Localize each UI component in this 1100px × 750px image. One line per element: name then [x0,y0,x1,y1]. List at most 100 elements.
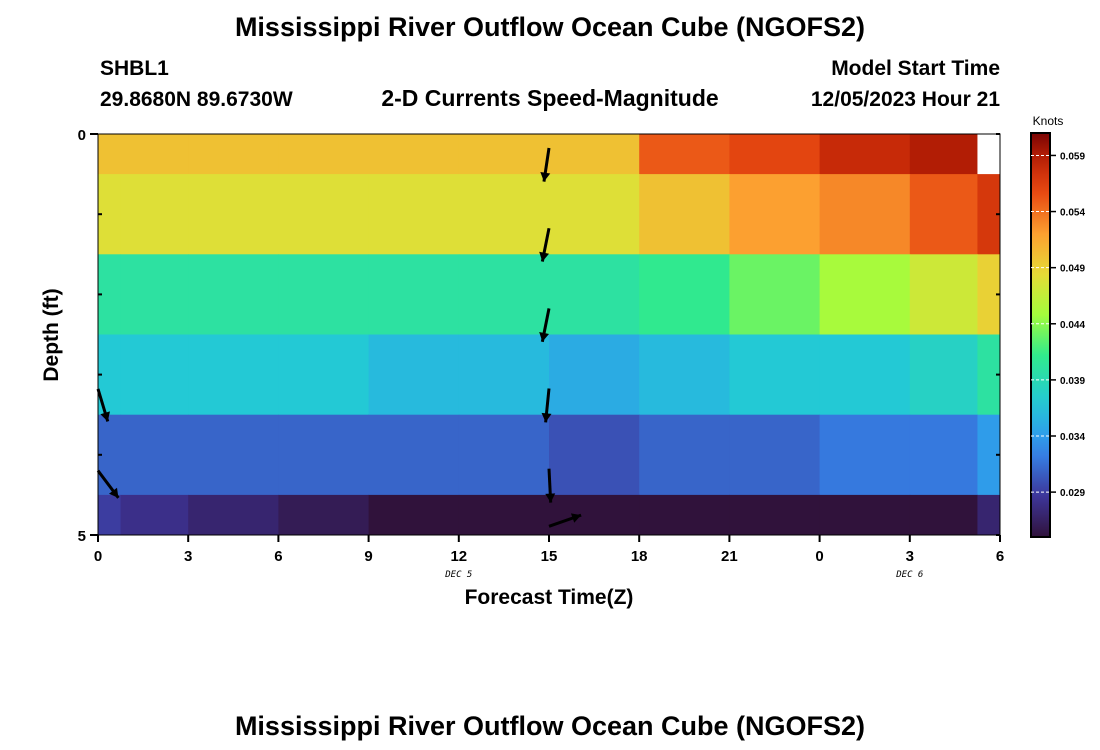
heatmap-cell [368,174,460,255]
heatmap-cell [120,254,189,335]
x-tick-label: 0 [815,548,823,565]
current-vector-arrow [540,147,551,182]
heatmap-cell [909,254,978,335]
heatmap-cell [98,254,122,335]
heatmap-cell [188,494,279,536]
model-start-label: Model Start Time [831,57,1000,80]
heatmap-cell [909,494,978,536]
model-start-value: 12/05/2023 Hour 21 [811,88,1000,111]
y-axis: 05 [78,127,1000,545]
y-tick-label: 0 [78,127,86,144]
heatmap-cell [977,414,1001,496]
heatmap-cell [188,414,279,496]
heatmap-cell [458,134,550,175]
x-axis: 0 3 6 9 12 15 18 21 0 3 6 DEC 5 DEC 6 [94,535,1004,580]
footer-title: Mississippi River Outflow Ocean Cube (NG… [235,711,865,741]
colorbar [1030,132,1051,538]
x-tick-label: 9 [364,548,372,565]
heatmap-cell [368,254,460,335]
heatmap-cell [819,494,911,536]
heatmap-cell [458,414,550,496]
heatmap-cell [639,334,730,416]
heatmap-cell [278,254,370,335]
colorbar-ticks: 0.059 0.054 0.049 0.044 0.039 0.034 0.029 [1031,151,1085,499]
colorbar-tick-label: 0.044 [1060,320,1085,331]
x-tick-label: 0 [94,548,102,565]
heatmap-cell [729,134,821,175]
x-tick-label: 18 [631,548,648,565]
heatmap-cell [909,414,978,496]
colorbar-tick-label: 0.049 [1060,264,1085,275]
heatmap-cell [549,334,640,416]
current-vector-arrow [96,388,110,422]
heatmap-cell [120,334,189,416]
heatmap-cell [819,414,911,496]
heatmap-cell [729,254,821,335]
current-vector-arrow [545,468,556,503]
heatmap-cell [368,414,460,496]
heatmap-cell [549,494,640,536]
heatmap-cell [278,334,370,416]
heatmap-cell [458,254,550,335]
x-axis-label: Forecast Time(Z) [465,586,634,609]
current-vector-arrow [539,227,551,262]
heatmap-cell [368,494,460,536]
colorbar-tick-label: 0.059 [1060,151,1085,162]
heatmap-cell [98,414,122,496]
heatmap-cell [188,174,279,255]
heatmap-cell [549,254,640,335]
heatmap-cell [98,134,122,175]
heatmap-cell [977,494,1001,536]
heatmap-cell [120,134,189,175]
heatmap-cell [639,134,730,175]
heatmap-cell [368,334,460,416]
station-id: SHBL1 [100,57,169,80]
x-day-label: DEC 5 [444,570,472,580]
y-axis-label: Depth (ft) [40,288,63,381]
heatmap-cell [98,494,122,536]
heatmap-cell [639,494,730,536]
heatmap-cell [458,334,550,416]
y-tick-label: 5 [78,528,86,545]
x-tick-label: 15 [541,548,558,565]
heatmap-cell [819,174,911,255]
colorbar-tick-label: 0.054 [1060,208,1085,219]
chart-subtitle: 2-D Currents Speed-Magnitude [381,85,718,111]
colorbar-tick-label: 0.039 [1060,376,1085,387]
heatmap-cell [977,174,1001,255]
x-tick-label: 3 [184,548,192,565]
heatmap-cell [120,414,189,496]
x-day-label: DEC 6 [895,570,923,580]
current-vector-arrow [539,308,551,343]
heatmap-cell [819,134,911,175]
heatmap-cell [977,254,1001,335]
heatmap-cell [120,494,189,536]
station-coords: 29.8680N 89.6730W [100,88,293,111]
colorbar-unit: Knots [1033,114,1064,128]
heatmap-cell [458,494,550,536]
heatmap-cell [278,414,370,496]
heatmap-cell [188,134,279,175]
heatmap-cell [549,134,640,175]
x-tick-label: 3 [906,548,914,565]
x-tick-label: 12 [450,548,467,565]
heatmap-cell [729,334,821,416]
page-title: Mississippi River Outflow Ocean Cube (NG… [235,12,865,42]
heatmap-cells [98,134,1001,536]
current-vector-arrow [548,513,582,528]
heatmap-cell [368,134,460,175]
colorbar-tick-label: 0.029 [1060,488,1085,499]
heatmap-cell [278,174,370,255]
heatmap-cell [909,174,978,255]
heatmap-cell [909,134,978,175]
heatmap-cell [977,334,1001,416]
current-vectors [96,147,582,528]
heatmap-cell [909,334,978,416]
colorbar-tick-label: 0.034 [1060,432,1085,443]
heatmap-cell [639,254,730,335]
heatmap-cell [977,134,1001,175]
heatmap-cell [819,334,911,416]
heatmap-cell [819,254,911,335]
heatmap-cell [639,174,730,255]
